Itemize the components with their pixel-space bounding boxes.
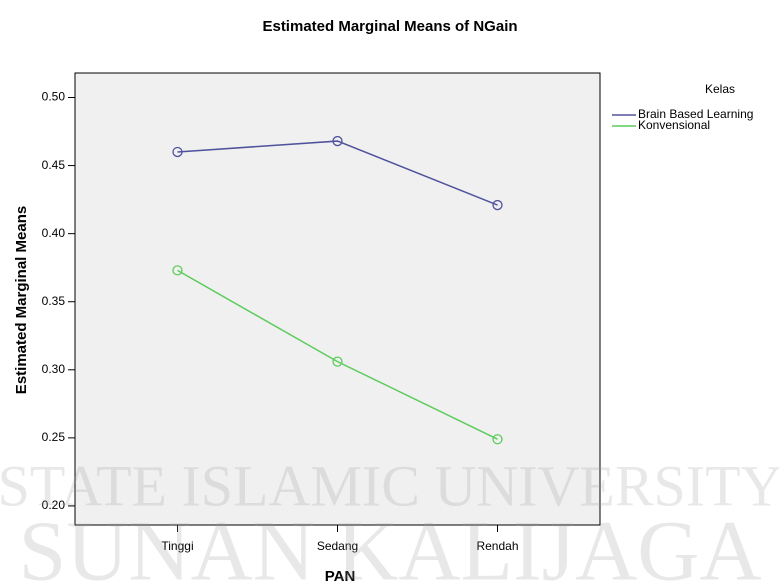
data-point: [172, 265, 183, 276]
chart-title: Estimated Marginal Means of NGain: [262, 18, 517, 35]
watermark: STATE ISLAMIC UNIVERSITY: [0, 453, 779, 518]
legend-label: Konvensional: [638, 118, 710, 132]
data-point: [172, 146, 183, 158]
y-tick-label: 0.25: [42, 430, 66, 444]
series-line: [177, 269, 498, 440]
data-point: [332, 356, 343, 367]
plot-area: [74, 72, 601, 526]
y-tick-label: 0.30: [42, 362, 66, 376]
data-point: [332, 135, 343, 147]
watermark: SUNAN KALIJAGA: [19, 503, 762, 588]
y-tick-label: 0.50: [42, 90, 66, 104]
x-axis-label: PAN: [325, 568, 356, 585]
y-tick-label: 0.20: [42, 498, 66, 512]
x-tick-label: Tinggi: [161, 539, 193, 553]
legend-label: Brain Based Learning: [638, 107, 753, 121]
data-point: [492, 199, 503, 211]
data-point: [492, 434, 503, 445]
legend-title: Kelas: [705, 82, 735, 96]
x-tick-label: Rendah: [476, 539, 518, 553]
y-axis-label: Estimated Marginal Means: [13, 206, 30, 394]
y-tick-label: 0.40: [42, 226, 66, 240]
y-tick-label: 0.45: [42, 158, 66, 172]
x-tick-label: Sedang: [317, 539, 358, 553]
series-line: [177, 140, 498, 206]
y-tick-label: 0.35: [42, 294, 66, 308]
